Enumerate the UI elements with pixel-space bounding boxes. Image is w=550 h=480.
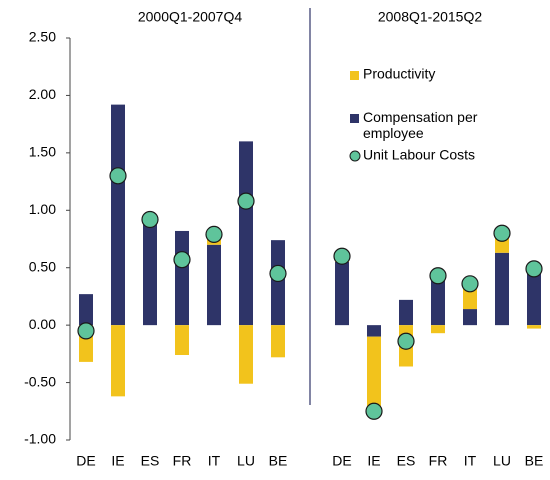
legend-label: Unit Labour Costs: [363, 147, 475, 163]
bar: [143, 221, 157, 326]
bar: [399, 299, 413, 326]
group-label: 2000Q1-2007Q4: [138, 9, 243, 25]
dot: [461, 275, 479, 293]
bar: [239, 141, 253, 326]
dot: [269, 264, 287, 283]
x-tick-label: IE: [111, 453, 124, 469]
bar: [111, 325, 125, 397]
dot: [397, 332, 415, 350]
bar: [463, 309, 477, 326]
bar: [79, 294, 93, 326]
dot: [173, 251, 191, 269]
dot: [493, 224, 511, 242]
bar: [239, 325, 253, 384]
y-tick-label: 1.00: [29, 201, 56, 217]
x-tick-label: ES: [397, 453, 416, 469]
y-tick-label: 0.00: [29, 316, 56, 332]
bar: [431, 325, 445, 334]
bar: [335, 261, 349, 326]
dot: [525, 260, 543, 278]
bar: [367, 325, 381, 337]
x-tick-label: IE: [367, 453, 380, 469]
legend-label: Productivity: [363, 66, 435, 82]
x-tick-label: IT: [464, 453, 477, 469]
dot: [237, 192, 255, 210]
y-tick-label: 2.00: [29, 86, 56, 102]
bar: [111, 104, 125, 326]
legend-swatch: [349, 150, 361, 162]
bar: [271, 325, 285, 358]
x-tick-label: DE: [332, 453, 351, 469]
x-tick-label: LU: [237, 453, 255, 469]
bar: [207, 244, 221, 326]
legend-swatch: [350, 114, 359, 123]
legend-swatch: [350, 71, 359, 80]
x-tick-label: BE: [269, 453, 288, 469]
dot: [365, 402, 383, 420]
legend-label: Compensation per employee: [363, 109, 478, 141]
y-tick-label: -1.00: [24, 431, 56, 447]
dot: [77, 322, 95, 340]
y-tick-label: 1.50: [29, 144, 56, 160]
bar: [495, 252, 509, 326]
dot: [109, 167, 127, 185]
x-tick-label: DE: [76, 453, 95, 469]
dot: [333, 247, 351, 265]
x-tick-label: FR: [173, 453, 192, 469]
bar: [527, 273, 541, 326]
bar: [271, 240, 285, 326]
y-tick-label: -0.50: [24, 373, 56, 389]
x-tick-label: FR: [429, 453, 448, 469]
group-label: 2008Q1-2015Q2: [378, 9, 483, 25]
bar: [431, 273, 445, 326]
x-tick-label: ES: [141, 453, 160, 469]
x-tick-label: BE: [525, 453, 544, 469]
dot: [141, 210, 159, 229]
x-tick-label: LU: [493, 453, 511, 469]
y-tick-label: 2.50: [29, 29, 56, 45]
bar: [175, 230, 189, 326]
y-tick-label: 0.50: [29, 258, 56, 274]
bar: [175, 325, 189, 356]
dot: [429, 267, 447, 285]
bar: [367, 336, 381, 412]
x-tick-label: IT: [208, 453, 221, 469]
dot: [205, 225, 223, 244]
bar: [527, 325, 541, 329]
